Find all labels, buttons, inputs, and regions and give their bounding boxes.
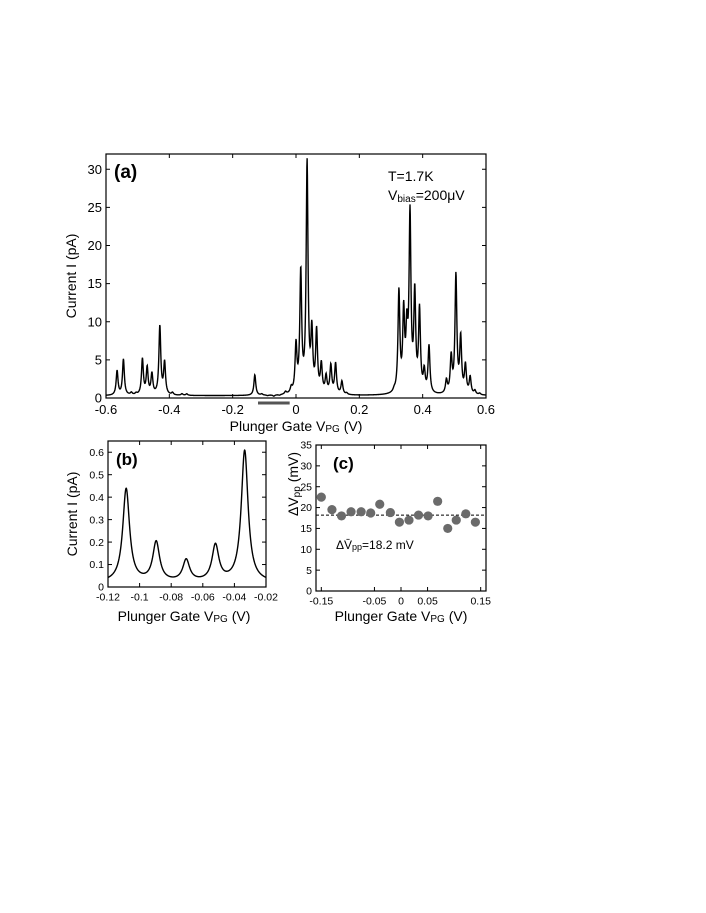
y-tick-label-a: 15 (88, 276, 102, 291)
series-line-b (107, 449, 267, 579)
data-point (451, 515, 461, 525)
x-tick-label-a: -0.2 (221, 402, 243, 417)
data-point (404, 515, 414, 525)
x-tick-label-c: 0.05 (417, 596, 438, 608)
y-tick-label-c: 0 (306, 586, 312, 598)
data-point (336, 511, 347, 521)
data-point (413, 510, 424, 520)
annotation-temperature: T=1.7K (388, 168, 434, 184)
y-tick-label-c: 10 (300, 544, 312, 556)
series-line-a (105, 158, 487, 397)
y-tick-label-b: 0.6 (89, 447, 104, 459)
plot-frame-b (107, 440, 267, 588)
data-point (433, 496, 443, 506)
panel-c: (c) -0.15 -0.05 0 0.05 0.15 0 5 10 15 20 25 30 35 ΔV… (285, 440, 491, 625)
data-point (327, 505, 337, 515)
y-tick-label-b: 0.4 (89, 492, 104, 504)
data-point (423, 511, 433, 521)
x-tick-label-b: -0.12 (96, 592, 120, 604)
y-tick-label-a: 5 (95, 352, 102, 367)
x-tick-label-b: -0.06 (191, 592, 215, 604)
data-point (346, 507, 356, 517)
data-point (394, 517, 405, 527)
panel-label-c: (c) (333, 454, 354, 473)
y-tick-label-a: 0 (95, 391, 102, 406)
x-tick-label-b: -0.08 (159, 592, 183, 604)
x-tick-label-a: 0.6 (477, 402, 495, 417)
x-tick-label-c: 0 (398, 596, 404, 608)
y-tick-label-b: 0.2 (89, 537, 104, 549)
x-tick-label-a: -0.6 (95, 402, 117, 417)
x-tick-label-a: 0.4 (414, 402, 432, 417)
x-tick-label-c: -0.05 (362, 596, 386, 608)
x-axis-label-a: Plunger Gate VPG (V) (230, 418, 363, 435)
data-point (316, 492, 326, 502)
x-tick-label-c: -0.15 (309, 596, 333, 608)
mean-label: ΔV̄pp=18.2 mV (336, 538, 414, 552)
y-tick-label-a: 25 (88, 200, 102, 215)
annotation-bias: Vbias=200μV (388, 187, 465, 205)
scatter-points-c (316, 492, 480, 534)
y-tick-label-b: 0.5 (89, 469, 104, 481)
data-point (470, 517, 480, 527)
y-tick-label-c: 20 (300, 502, 312, 514)
panel-a: (a) T=1.7K Vbias=200μV -0.6 -0.4 -0.2 0 0.2 0… (63, 153, 495, 435)
y-tick-label-c: 15 (300, 523, 312, 535)
x-axis-label-b: Plunger Gate VPG (V) (118, 608, 251, 625)
panel-b: (b) -0.12 -0.1 -0.08 -0.06 -0.04 -0.02 0 0.1 0.2… (64, 440, 278, 625)
x-tick-label-a: 0 (292, 402, 299, 417)
x-axis-label-c: Plunger Gate VPG (V) (335, 608, 468, 625)
axis-ticks-b: -0.12 -0.1 -0.08 -0.06 -0.04 -0.02 0 0.1 0.2 0.3 0… (89, 441, 278, 604)
y-axis-label-b: Current I (pA) (64, 472, 80, 557)
y-tick-label-a: 10 (88, 314, 102, 329)
data-point (461, 509, 471, 519)
axis-ticks-c: -0.15 -0.05 0 0.05 0.15 0 5 10 15 20 25 30 35 (300, 440, 491, 608)
panel-label-b: (b) (116, 450, 138, 469)
y-tick-label-c: 25 (300, 481, 312, 493)
y-tick-label-c: 35 (300, 440, 312, 452)
y-tick-label-b: 0 (98, 582, 104, 594)
panel-label-a: (a) (114, 162, 137, 183)
y-tick-label-c: 30 (300, 461, 312, 473)
data-point (356, 507, 366, 517)
y-axis-label-a: Current I (pA) (63, 234, 79, 319)
x-tick-label-b: -0.1 (131, 592, 149, 604)
x-tick-label-a: 0.2 (350, 402, 368, 417)
data-point (443, 523, 453, 534)
data-point (375, 499, 385, 509)
y-tick-label-b: 0.1 (89, 559, 104, 571)
y-tick-label-a: 30 (88, 162, 102, 177)
y-tick-label-b: 0.3 (89, 514, 104, 526)
y-tick-label-c: 5 (306, 565, 312, 577)
y-axis-label-c: ΔVpp (mV) (285, 452, 303, 516)
x-tick-label-a: -0.4 (158, 402, 180, 417)
y-tick-label-a: 20 (88, 238, 102, 253)
data-point (385, 507, 395, 518)
x-tick-label-b: -0.02 (254, 592, 278, 604)
data-point (366, 508, 376, 518)
x-tick-label-c: 0.15 (470, 596, 491, 608)
x-tick-label-b: -0.04 (222, 592, 246, 604)
